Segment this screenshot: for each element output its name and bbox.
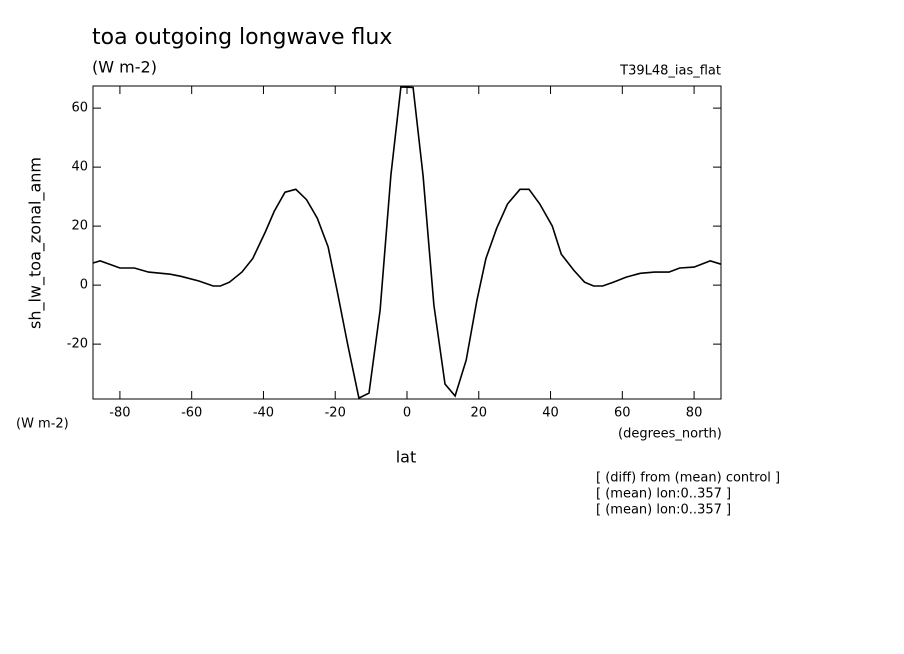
plot-frame bbox=[92, 85, 722, 400]
x-tick-label: -60 bbox=[181, 406, 202, 421]
data-line bbox=[92, 86, 722, 400]
y-tick-label: -20 bbox=[67, 337, 88, 352]
note: [ (diff) from (mean) control ] bbox=[596, 471, 780, 486]
y-axis-label: sh_lw_toa_zonal_anm bbox=[26, 157, 46, 329]
note: [ (mean) lon:0..357 ] bbox=[596, 503, 731, 518]
y-tick-label: 60 bbox=[71, 101, 88, 116]
x-tick-label: 80 bbox=[686, 406, 703, 421]
x-tick-label: 0 bbox=[403, 406, 411, 421]
y-tick-label: 0 bbox=[80, 278, 88, 293]
x-tick-label: 60 bbox=[614, 406, 631, 421]
chart-title: toa outgoing longwave flux bbox=[92, 25, 392, 50]
x-axis-label: lat bbox=[396, 448, 417, 467]
y-units: (W m-2) bbox=[16, 417, 69, 432]
x-tick-label: -20 bbox=[325, 406, 346, 421]
y-tick-label: 40 bbox=[71, 160, 88, 175]
x-tick-label: 20 bbox=[470, 406, 487, 421]
units: (W m-2) bbox=[92, 58, 157, 77]
x-units: (degrees_north) bbox=[618, 427, 722, 442]
y-tick-label: 20 bbox=[71, 219, 88, 234]
run-label: T39L48_ias_flat bbox=[619, 64, 721, 79]
x-tick-label: -80 bbox=[109, 406, 130, 421]
note: [ (mean) lon:0..357 ] bbox=[596, 487, 731, 502]
x-tick-label: 40 bbox=[542, 406, 559, 421]
x-tick-label: -40 bbox=[253, 406, 274, 421]
